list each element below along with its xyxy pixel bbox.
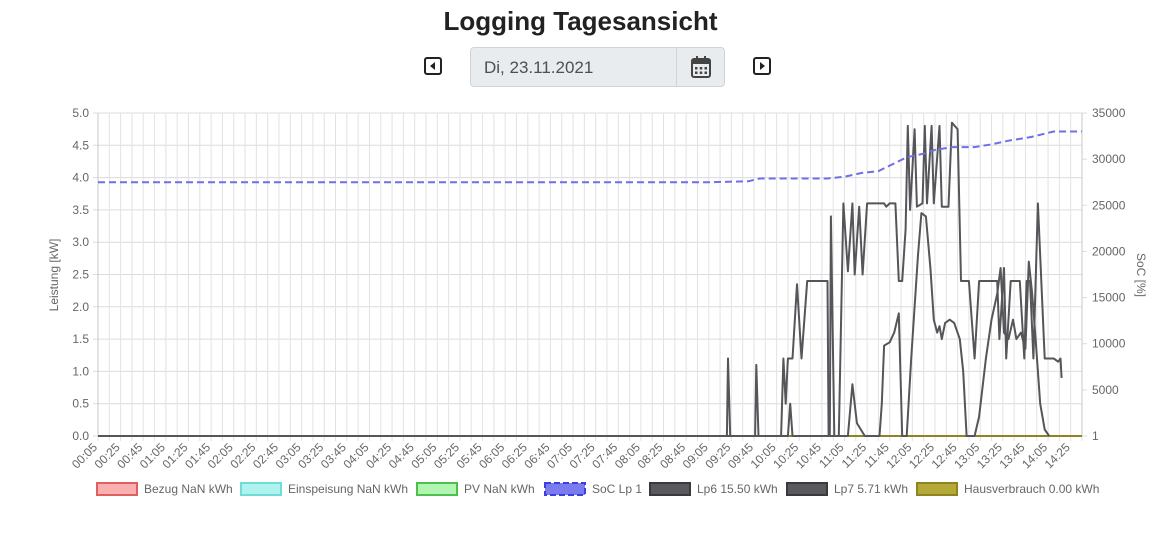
date-picker[interactable]: Di, 23.11.2021 <box>470 47 725 87</box>
legend-swatch <box>96 482 138 496</box>
y-left-tick-label: 2.5 <box>72 268 89 282</box>
left-axis: 0.0 0.5 1.0 1.5 2.0 2.5 3.0 3.5 4.0 4.5 5.0 <box>72 106 89 443</box>
series-lp7-5-71-kwh <box>98 212 1051 437</box>
y-left-tick-label: 0.5 <box>72 397 89 411</box>
y-right-tick-label: 10000 <box>1092 337 1126 351</box>
legend-label[interactable]: Hausverbrauch 0.00 kWh <box>964 482 1099 496</box>
x-tick-label: 11:25 <box>839 440 870 471</box>
x-axis: 00:0500:2500:4501:0501:2501:4502:0502:25… <box>69 440 1073 471</box>
next-day-button[interactable] <box>753 57 771 75</box>
y-right-tick-label: 5000 <box>1092 383 1119 397</box>
y-right-tick-label: 1 <box>1092 429 1099 443</box>
x-tick-label: 11:05 <box>816 440 847 471</box>
legend-label[interactable]: Lp7 5.71 kWh <box>834 482 908 496</box>
y-left-tick-label: 3.0 <box>72 235 89 249</box>
chart-legend: Bezug NaN kWh Einspeisung NaN kWh PV NaN k… <box>96 482 1099 496</box>
logging-chart: 0.00.51.01.52.02.53.03.54.04.55.0 150001… <box>47 106 1148 496</box>
series-soc-lp-1 <box>98 130 1082 184</box>
legend-label[interactable]: PV NaN kWh <box>464 482 535 496</box>
y-right-tick-label: 15000 <box>1092 291 1126 305</box>
y-left-tick-label: 4.0 <box>72 171 89 185</box>
y-axis-right-title: SoC [%] <box>1134 253 1148 297</box>
legend-swatch <box>786 482 828 496</box>
y-right-tick-label: 30000 <box>1092 152 1126 166</box>
calendar-icon <box>690 56 711 78</box>
legend-swatch <box>649 482 691 496</box>
y-left-tick-label: 4.5 <box>72 138 89 152</box>
chart-series <box>98 121 1082 437</box>
page-title: Logging Tagesansicht <box>443 6 718 36</box>
legend-label[interactable]: Lp6 15.50 kWh <box>697 482 778 496</box>
chart-container: 0.0 0.5 1.0 1.5 2.0 2.5 3.0 3.5 4.0 4.5 5.0 1 5000 1… <box>0 100 1161 515</box>
y-right-tick-label: 20000 <box>1092 244 1126 258</box>
legend-swatch <box>416 482 458 496</box>
y-right-tick-label: 35000 <box>1092 106 1126 120</box>
prev-day-button[interactable] <box>424 57 442 75</box>
y-left-tick-label: 5.0 <box>72 106 89 120</box>
legend-swatch <box>544 482 586 496</box>
legend-swatch <box>916 482 958 496</box>
date-input[interactable]: Di, 23.11.2021 <box>484 58 594 77</box>
y-left-tick-label: 3.5 <box>72 203 89 217</box>
legend-label[interactable]: SoC Lp 1 <box>592 482 642 496</box>
x-tick-label: 14:25 <box>1042 440 1073 471</box>
series-lp6-15-50-kwh <box>98 121 1063 437</box>
x-tick-label: 10:45 <box>793 440 824 471</box>
y-left-tick-label: 1.0 <box>72 364 89 378</box>
y-left-tick-label: 0.0 <box>72 429 89 443</box>
y-axis-left-title: Leistung [kW] <box>47 239 61 312</box>
y-right-tick-label: 25000 <box>1092 198 1126 212</box>
calendar-button[interactable] <box>676 48 724 86</box>
y-left-tick-label: 2.0 <box>72 300 89 314</box>
caret-right-icon <box>760 62 765 70</box>
legend-label[interactable]: Bezug NaN kWh <box>144 482 233 496</box>
chart-grid <box>93 112 1087 441</box>
legend-label[interactable]: Einspeisung NaN kWh <box>288 482 408 496</box>
legend-swatch <box>240 482 282 496</box>
caret-left-icon <box>430 62 435 70</box>
y-left-tick-label: 1.5 <box>72 332 89 346</box>
